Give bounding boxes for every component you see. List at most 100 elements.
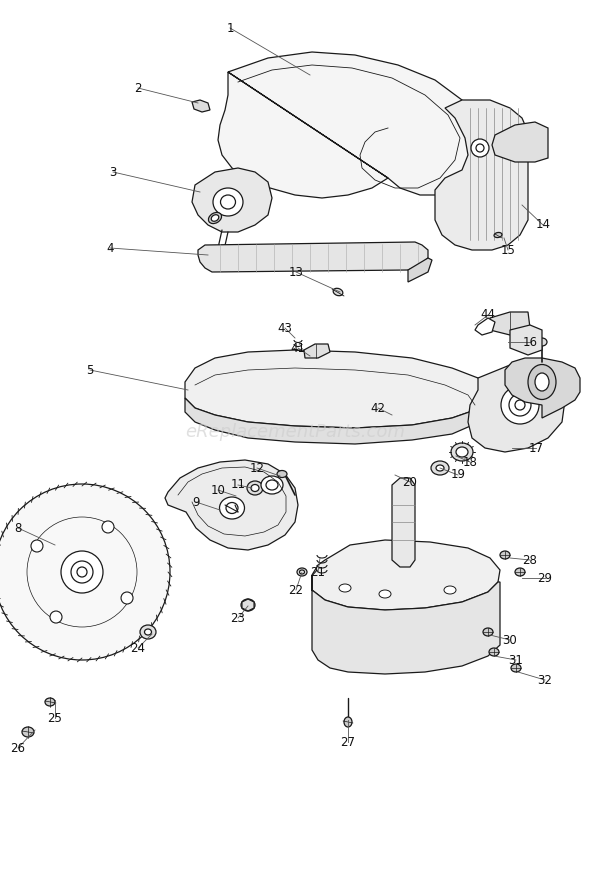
Text: eReplacementParts.com: eReplacementParts.com <box>185 423 405 441</box>
Text: 11: 11 <box>231 478 245 491</box>
Ellipse shape <box>261 476 283 494</box>
Ellipse shape <box>344 717 352 727</box>
Text: 43: 43 <box>277 321 293 334</box>
Ellipse shape <box>211 215 219 221</box>
Ellipse shape <box>241 599 255 611</box>
Ellipse shape <box>515 568 525 576</box>
Circle shape <box>0 484 170 660</box>
Text: 17: 17 <box>529 442 543 455</box>
Ellipse shape <box>501 386 539 424</box>
Text: 10: 10 <box>211 484 225 497</box>
Ellipse shape <box>31 540 43 552</box>
Ellipse shape <box>277 471 287 478</box>
Ellipse shape <box>509 394 531 416</box>
Ellipse shape <box>22 727 34 737</box>
Polygon shape <box>218 248 226 258</box>
Text: 14: 14 <box>536 218 550 231</box>
Text: 15: 15 <box>500 244 516 257</box>
Polygon shape <box>505 358 580 418</box>
Text: 16: 16 <box>523 335 537 348</box>
Ellipse shape <box>121 592 133 604</box>
Ellipse shape <box>537 338 547 346</box>
Text: 22: 22 <box>289 583 303 596</box>
Ellipse shape <box>476 144 484 152</box>
Text: 9: 9 <box>192 496 200 508</box>
Polygon shape <box>392 478 415 567</box>
Ellipse shape <box>213 188 243 216</box>
Polygon shape <box>475 318 495 335</box>
Text: 2: 2 <box>135 81 142 94</box>
Ellipse shape <box>511 664 521 672</box>
Ellipse shape <box>208 212 222 223</box>
Polygon shape <box>435 100 528 250</box>
Ellipse shape <box>297 568 307 576</box>
Ellipse shape <box>500 551 510 559</box>
Polygon shape <box>468 360 565 452</box>
Ellipse shape <box>333 288 343 296</box>
Ellipse shape <box>251 485 259 491</box>
Text: 41: 41 <box>290 341 306 354</box>
Text: 27: 27 <box>340 735 356 748</box>
Text: 13: 13 <box>289 265 303 278</box>
Ellipse shape <box>456 447 468 457</box>
Ellipse shape <box>219 497 244 519</box>
Polygon shape <box>192 100 210 112</box>
Ellipse shape <box>71 561 93 583</box>
Polygon shape <box>242 599 254 611</box>
Text: 4: 4 <box>106 242 114 255</box>
Text: 32: 32 <box>537 673 552 686</box>
Text: 31: 31 <box>509 654 523 666</box>
Ellipse shape <box>436 465 444 471</box>
Text: 20: 20 <box>402 476 418 489</box>
Ellipse shape <box>379 590 391 598</box>
Ellipse shape <box>444 586 456 594</box>
Polygon shape <box>198 242 428 272</box>
Polygon shape <box>510 325 542 355</box>
Text: 28: 28 <box>523 553 537 567</box>
Polygon shape <box>185 350 490 428</box>
Ellipse shape <box>45 698 55 706</box>
Ellipse shape <box>61 551 103 593</box>
Ellipse shape <box>140 625 156 639</box>
Text: 3: 3 <box>109 166 117 178</box>
Ellipse shape <box>221 195 235 209</box>
Ellipse shape <box>431 461 449 475</box>
Polygon shape <box>492 122 548 162</box>
Text: 44: 44 <box>480 308 496 321</box>
Ellipse shape <box>50 611 62 623</box>
Text: 42: 42 <box>371 402 385 415</box>
Text: 12: 12 <box>250 462 264 475</box>
Polygon shape <box>312 540 500 610</box>
Ellipse shape <box>483 628 493 636</box>
Text: 1: 1 <box>226 22 234 35</box>
Ellipse shape <box>535 373 549 391</box>
Text: 25: 25 <box>48 711 63 725</box>
Ellipse shape <box>77 567 87 577</box>
Polygon shape <box>165 460 298 550</box>
Ellipse shape <box>528 365 556 400</box>
Text: 18: 18 <box>463 456 477 469</box>
Text: 8: 8 <box>14 521 22 534</box>
Ellipse shape <box>226 503 238 513</box>
Ellipse shape <box>145 629 152 635</box>
Polygon shape <box>304 344 330 358</box>
Text: 30: 30 <box>503 634 517 647</box>
Ellipse shape <box>471 139 489 157</box>
Polygon shape <box>218 52 488 198</box>
Ellipse shape <box>244 602 251 608</box>
Ellipse shape <box>102 521 114 533</box>
Ellipse shape <box>515 400 525 410</box>
Text: 23: 23 <box>231 611 245 624</box>
Ellipse shape <box>451 443 473 461</box>
Ellipse shape <box>489 648 499 656</box>
Polygon shape <box>408 258 432 282</box>
Text: 29: 29 <box>537 572 552 585</box>
Text: 24: 24 <box>130 642 146 655</box>
Text: 21: 21 <box>310 566 326 579</box>
Ellipse shape <box>300 570 304 574</box>
Text: 26: 26 <box>11 741 25 754</box>
Polygon shape <box>312 575 500 674</box>
Text: 19: 19 <box>451 469 466 482</box>
Ellipse shape <box>494 232 502 237</box>
Polygon shape <box>192 168 272 232</box>
